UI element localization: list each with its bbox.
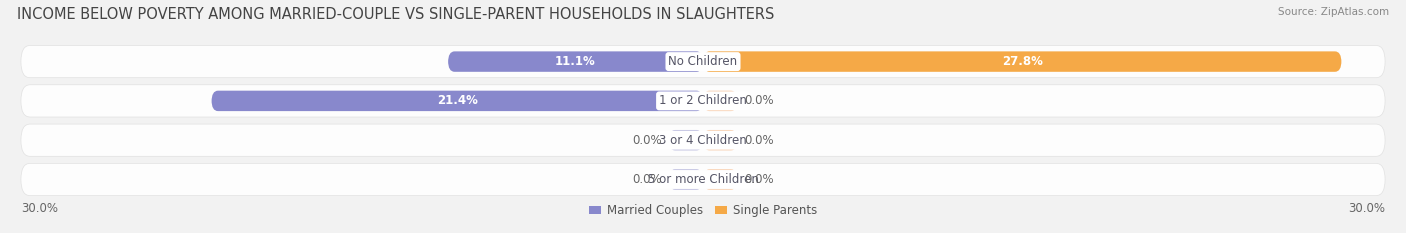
Text: 0.0%: 0.0% <box>633 134 662 147</box>
Text: 0.0%: 0.0% <box>744 134 773 147</box>
Text: 3 or 4 Children: 3 or 4 Children <box>659 134 747 147</box>
Text: 30.0%: 30.0% <box>21 202 58 215</box>
Text: 11.1%: 11.1% <box>555 55 596 68</box>
FancyBboxPatch shape <box>669 130 703 151</box>
FancyBboxPatch shape <box>21 45 1385 78</box>
Text: INCOME BELOW POVERTY AMONG MARRIED-COUPLE VS SINGLE-PARENT HOUSEHOLDS IN SLAUGHT: INCOME BELOW POVERTY AMONG MARRIED-COUPL… <box>17 7 775 22</box>
Text: 21.4%: 21.4% <box>437 94 478 107</box>
FancyBboxPatch shape <box>449 51 703 72</box>
FancyBboxPatch shape <box>669 169 703 190</box>
Text: 0.0%: 0.0% <box>744 173 773 186</box>
Legend: Married Couples, Single Parents: Married Couples, Single Parents <box>585 199 821 222</box>
FancyBboxPatch shape <box>703 130 738 151</box>
FancyBboxPatch shape <box>703 169 738 190</box>
Text: 27.8%: 27.8% <box>1001 55 1043 68</box>
FancyBboxPatch shape <box>21 85 1385 117</box>
Text: 1 or 2 Children: 1 or 2 Children <box>659 94 747 107</box>
FancyBboxPatch shape <box>21 124 1385 156</box>
Text: 0.0%: 0.0% <box>633 173 662 186</box>
FancyBboxPatch shape <box>21 163 1385 196</box>
FancyBboxPatch shape <box>211 91 703 111</box>
FancyBboxPatch shape <box>703 51 1341 72</box>
Text: No Children: No Children <box>668 55 738 68</box>
Text: 0.0%: 0.0% <box>744 94 773 107</box>
Text: 30.0%: 30.0% <box>1348 202 1385 215</box>
FancyBboxPatch shape <box>703 91 738 111</box>
Text: 5 or more Children: 5 or more Children <box>648 173 758 186</box>
Text: Source: ZipAtlas.com: Source: ZipAtlas.com <box>1278 7 1389 17</box>
